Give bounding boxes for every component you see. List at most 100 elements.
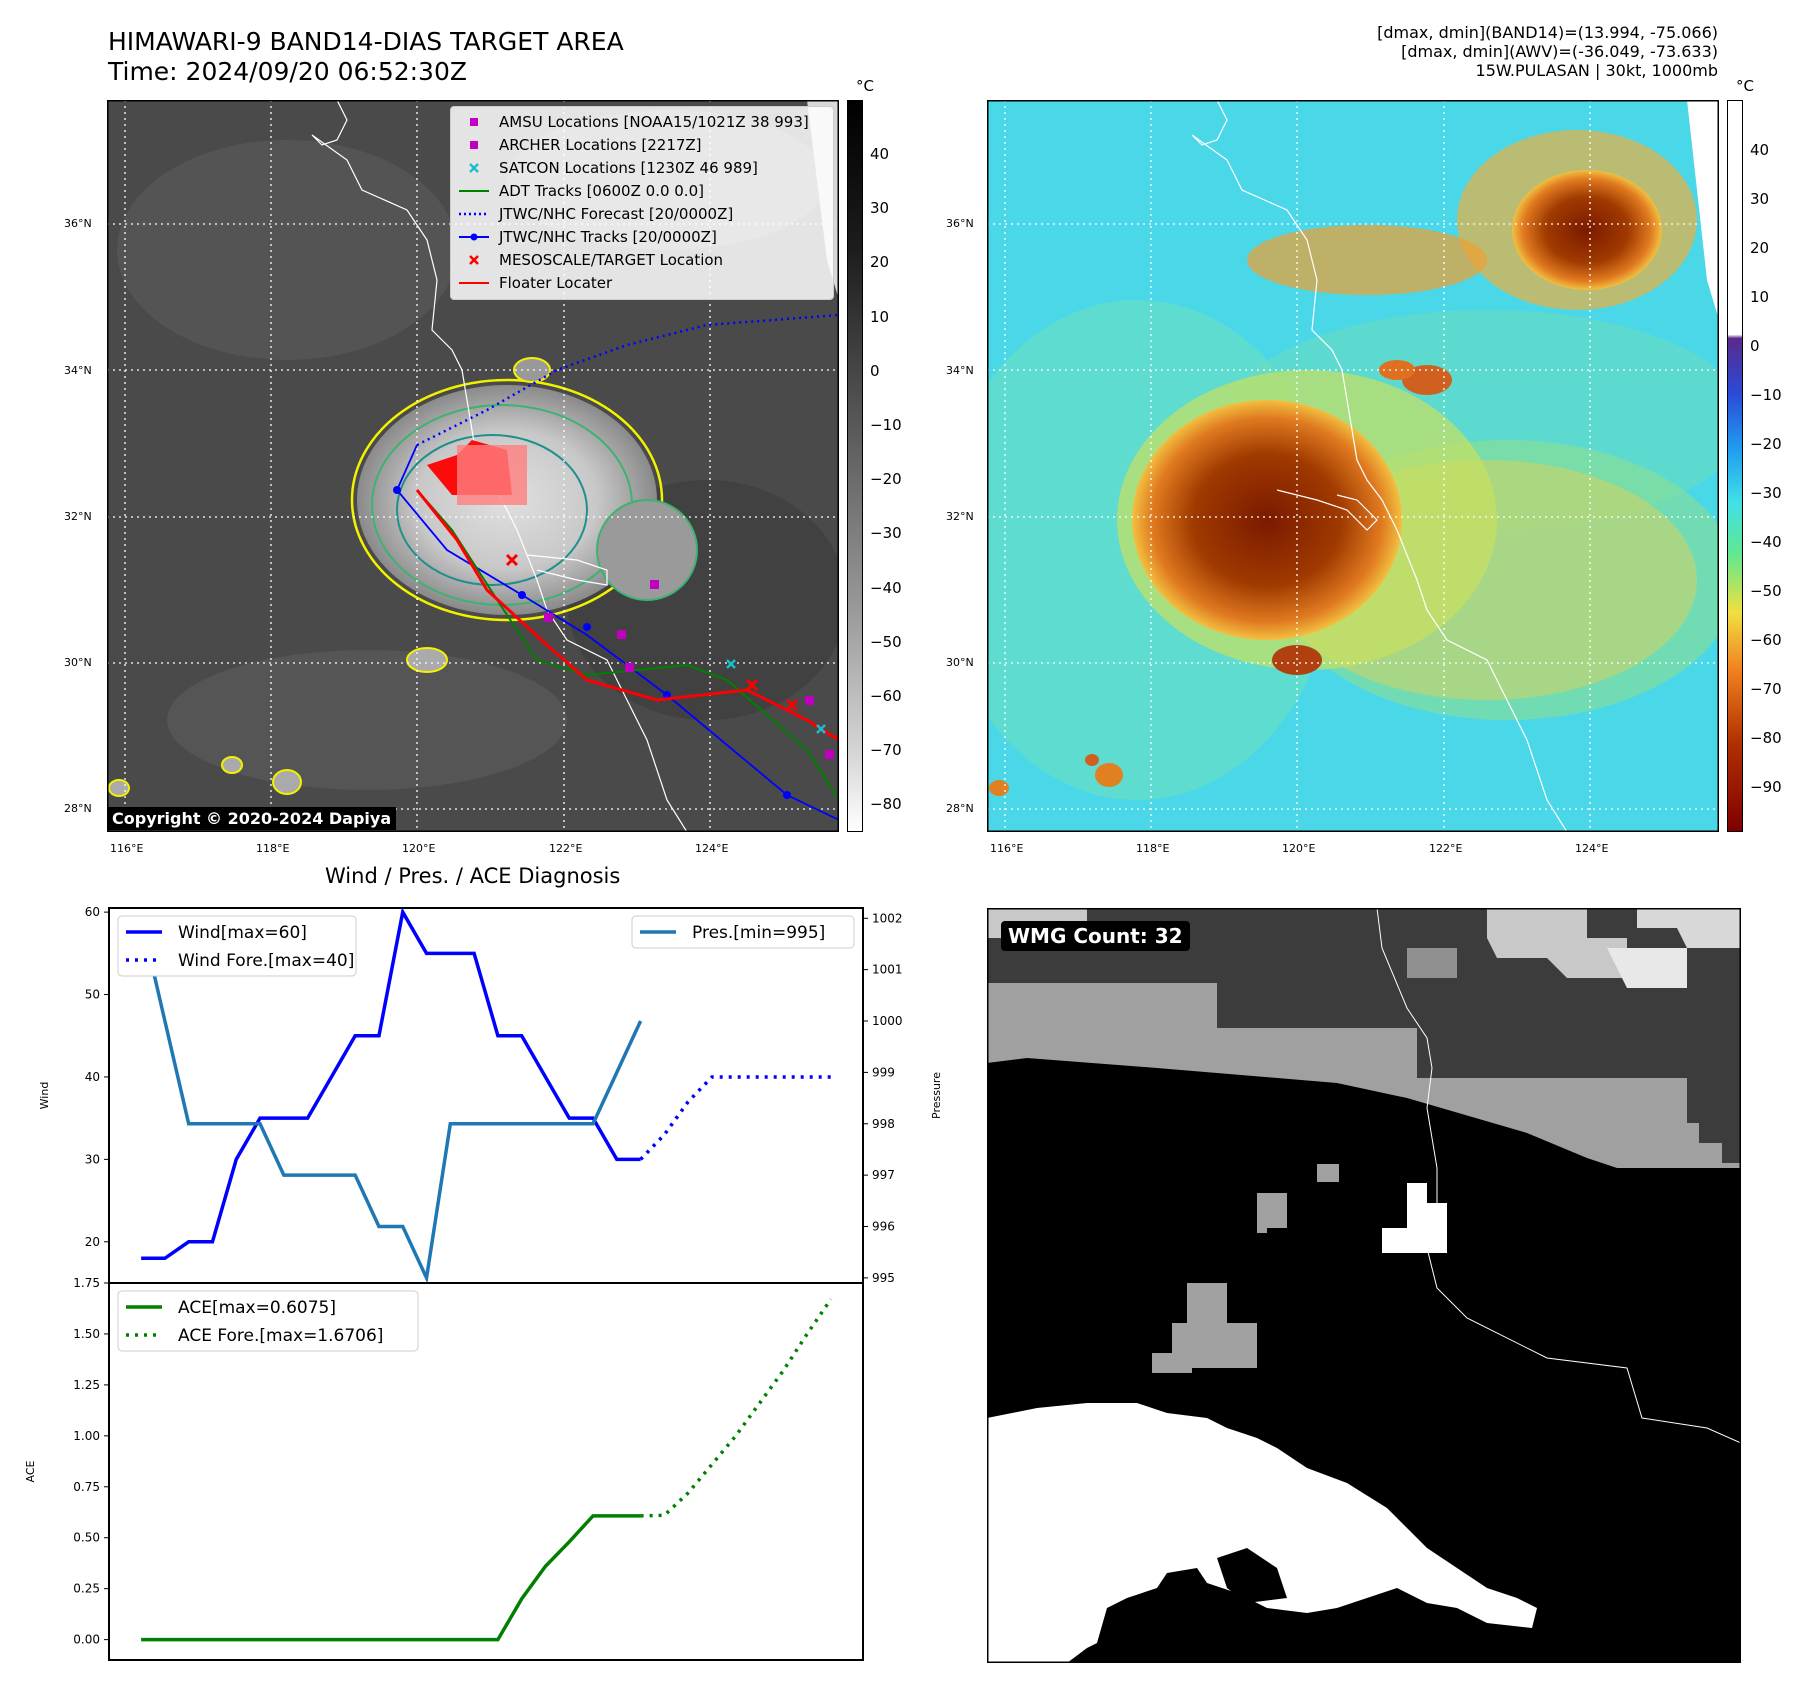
wind-ytick-label: 30 [85,1152,100,1166]
info-line2: [dmax, dmin](AWV)=(-36.049, -73.633) [1401,42,1718,61]
legend-entry: ARCHER Locations [2217Z] [457,134,702,156]
lon-label-118: 118°E [256,842,290,855]
target-markers [505,553,799,712]
colorbar-tick: 30 [870,199,890,218]
colorbar-tick: −50 [870,632,902,651]
colorbar-tick: 0 [870,361,880,380]
lat-label-28-r: 28°N [946,802,974,815]
lat-label-34-r: 34°N [946,364,974,377]
legend-entry: JTWC/NHC Forecast [20/0000Z] [457,203,733,225]
colorbar-tick: 30 [1750,190,1770,208]
ace-ytick-label: 1.25 [73,1378,100,1392]
lon-label-120-r: 120°E [1282,842,1316,855]
wind-legend [117,915,357,977]
amsu-markers [544,580,834,759]
legend-label: SATCON Locations [1230Z 46 989] [499,159,758,177]
pressure-ytick-label: 997 [872,1168,895,1182]
pressure-legend [631,915,855,949]
legend-entry: JTWC/NHC Tracks [20/0000Z] [457,226,717,248]
figure-title: HIMAWARI-9 BAND14-DIAS TARGET AREA Time:… [108,27,624,87]
color-colorbar-unit: °C [1736,77,1754,95]
wmg-panel [987,908,1741,1663]
gray-colorbar-unit: °C [856,77,874,95]
colorbar-tick: 10 [870,307,890,326]
figure-info: [dmax, dmin](BAND14)=(13.994, -75.066) [… [1377,23,1718,80]
colorbar-tick: −30 [870,524,902,543]
colorbar-tick: −30 [1750,484,1782,502]
colorbar-tick: 0 [1750,337,1760,355]
series-line [141,907,641,1261]
pressure-ytick-label: 995 [872,1271,895,1285]
ace-ytick-label: 0.00 [73,1633,100,1647]
legend-label: AMSU Locations [NOAA15/1021Z 38 993] [499,113,809,131]
diagnosis-charts: 60 50 40 30 20 1002 1001 1000 999 998 997 996 995 Win… [24,905,943,1661]
wind-legend-label: Wind[max=60] [178,923,307,943]
lat-label-34: 34°N [64,364,92,377]
pressure-ytick-label: 1000 [872,1014,903,1028]
copyright-label: Copyright © 2020-2024 Dapiya [107,807,397,830]
lon-label-124: 124°E [695,842,729,855]
ace-legend [117,1290,419,1352]
legend-label: ARCHER Locations [2217Z] [499,136,702,154]
wmg-count-badge: WMG Count: 32 [1001,921,1190,951]
lat-label-30: 30°N [64,656,92,669]
wind-fore-legend-label: Wind Fore.[max=40] [178,951,354,971]
ace-series-line [141,1514,641,1642]
jtwc-forecast-track [416,313,839,447]
colorbar-tick: −10 [1750,386,1782,404]
wmg-white-region [987,1403,1537,1663]
colorbar-tick: −90 [1750,778,1782,796]
legend-symbol-icon [470,118,478,126]
ace-ytick-label: 0.25 [73,1582,100,1596]
wind-ytick-label: 20 [85,1235,100,1249]
lat-label-32: 32°N [64,510,92,523]
lon-label-116-r: 116°E [990,842,1024,855]
legend-label: Floater Locater [499,274,613,292]
colorbar-tick: 40 [1750,141,1770,159]
legend-label: ADT Tracks [0600Z 0.0 0.0] [499,182,704,200]
colorbar-tick: −10 [870,416,902,434]
lat-label-32-r: 32°N [946,510,974,523]
lon-label-122-r: 122°E [1429,842,1463,855]
jtwc-track [395,444,839,821]
colorbar-tick: −70 [870,741,902,760]
legend-label: JTWC/NHC Tracks [20/0000Z] [499,228,717,246]
gray-colorbar-ticks: 40 30 20 10 0 −10 −20 −30 −40 −50 −60 −70 −80 [870,100,910,832]
ace-ytick-label: 0.75 [73,1480,100,1494]
colorbar-tick: −60 [1750,631,1782,649]
color-colorbar [1727,100,1743,832]
colorbar-tick: −80 [1750,729,1782,747]
colorbar-tick: −50 [1750,582,1782,600]
legend-label: MESOSCALE/TARGET Location [499,251,724,269]
lat-label-28: 28°N [64,802,92,815]
lon-label-124-r: 124°E [1575,842,1609,855]
pressure-legend-label: Pres.[min=995] [692,923,825,943]
legend-symbol-icon [469,163,479,173]
legend-entry: AMSU Locations [NOAA15/1021Z 38 993] [457,111,809,133]
colorbar-tick: −20 [1750,435,1782,453]
wind-ytick-label: 60 [85,905,100,919]
legend-entry: MESOSCALE/TARGET Location [457,249,723,271]
pressure-ytick-label: 996 [872,1219,895,1233]
lon-label-120: 120°E [402,842,436,855]
colorbar-tick: −40 [870,578,902,597]
lat-label-30-r: 30°N [946,656,974,669]
pressure-axis-label: Pressure [930,1072,943,1119]
ace-legend-label: ACE[max=0.6075] [178,1298,336,1318]
lon-label-116: 116°E [110,842,144,855]
lat-label-36-r: 36°N [946,217,974,230]
pressure-ytick-label: 999 [872,1065,895,1079]
lon-label-118-r: 118°E [1136,842,1170,855]
legend-entry: SATCON Locations [1230Z 46 989] [457,157,758,179]
colorbar-tick: −70 [1750,680,1782,698]
legend-entry: ADT Tracks [0600Z 0.0 0.0] [457,180,704,202]
diagnosis-title: Wind / Pres. / ACE Diagnosis [325,864,621,888]
pressure-ytick-label: 998 [872,1117,895,1131]
colorbar-tick: 20 [1750,239,1770,257]
satcon-markers [726,659,826,734]
wind-axis-label: Wind [38,1082,51,1110]
ace-ytick-label: 1.75 [73,1276,100,1290]
ace-ytick-label: 1.50 [73,1327,100,1341]
colorbar-tick: 20 [870,253,890,272]
colorbar-tick: −60 [870,687,902,705]
